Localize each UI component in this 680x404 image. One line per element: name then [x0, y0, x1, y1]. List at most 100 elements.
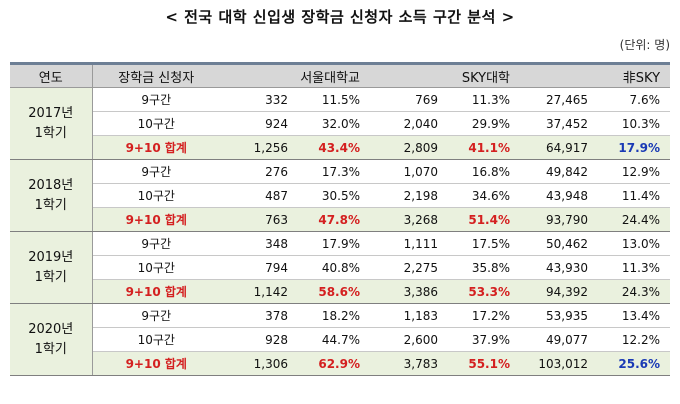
year-cell: 2018년 1학기 — [10, 159, 93, 232]
sky-pct: 29.9% — [444, 111, 520, 136]
snu-count: 348 — [220, 231, 294, 256]
category-cell: 9구간 — [92, 231, 220, 256]
category-cell: 10구간 — [92, 327, 220, 352]
sky-pct: 37.9% — [444, 327, 520, 352]
non-sky-count: 94,392 — [520, 279, 594, 304]
non-sky-count: 27,465 — [520, 87, 594, 112]
header-snu: 서울대학교 — [220, 62, 370, 88]
snu-count: 763 — [220, 207, 294, 232]
non-sky-count: 43,948 — [520, 183, 594, 208]
table-row: 10구간 794 40.8% 2,275 35.8% 43,930 11.3% — [10, 255, 671, 280]
year-cell: 2020년 1학기 — [10, 303, 93, 376]
snu-pct: 43.4% — [294, 135, 370, 160]
non-sky-count: 49,077 — [520, 327, 594, 352]
snu-pct: 18.2% — [294, 303, 370, 328]
table-row: 10구간 928 44.7% 2,600 37.9% 49,077 12.2% — [10, 327, 671, 352]
non-sky-pct: 12.2% — [594, 327, 671, 352]
header-non-sky: 非SKY — [520, 62, 671, 88]
sky-pct: 35.8% — [444, 255, 520, 280]
total-row: 9+10 합계 1,142 58.6% 3,386 53.3% 94,392 2… — [10, 279, 671, 304]
non-sky-count: 43,930 — [520, 255, 594, 280]
snu-count: 378 — [220, 303, 294, 328]
snu-pct: 58.6% — [294, 279, 370, 304]
category-cell: 9구간 — [92, 303, 220, 328]
snu-count: 1,256 — [220, 135, 294, 160]
sky-count: 2,809 — [370, 135, 444, 160]
sky-pct: 11.3% — [444, 87, 520, 112]
snu-count: 928 — [220, 327, 294, 352]
sky-count: 3,386 — [370, 279, 444, 304]
sky-count: 3,268 — [370, 207, 444, 232]
snu-pct: 47.8% — [294, 207, 370, 232]
total-row: 9+10 합계 763 47.8% 3,268 51.4% 93,790 24.… — [10, 207, 671, 232]
category-cell: 10구간 — [92, 255, 220, 280]
non-sky-pct: 13.0% — [594, 231, 671, 256]
scholarship-income-table: 연도 장학금 신청자 서울대학교 SKY대학 非SKY 2017년 1학기 9구간… — [10, 62, 671, 376]
header-row: 연도 장학금 신청자 서울대학교 SKY대학 非SKY — [10, 62, 671, 88]
category-cell: 10구간 — [92, 111, 220, 136]
table-row: 2018년 1학기 9구간 276 17.3% 1,070 16.8% 49,84… — [10, 159, 671, 232]
non-sky-count: 37,452 — [520, 111, 594, 136]
non-sky-pct: 24.3% — [594, 279, 671, 304]
sky-pct: 34.6% — [444, 183, 520, 208]
category-cell: 9구간 — [92, 159, 220, 184]
sky-pct: 53.3% — [444, 279, 520, 304]
snu-pct: 40.8% — [294, 255, 370, 280]
non-sky-count: 103,012 — [520, 351, 594, 376]
non-sky-pct: 17.9% — [594, 135, 671, 160]
snu-pct: 17.9% — [294, 231, 370, 256]
snu-count: 794 — [220, 255, 294, 280]
table-row: 2020년 1학기 9구간 378 18.2% 1,183 17.2% 53,93… — [10, 303, 671, 376]
category-cell: 9+10 합계 — [92, 207, 220, 232]
table-row: 2019년 1학기 9구간 348 17.9% 1,111 17.5% 50,46… — [10, 231, 671, 304]
sky-count: 2,198 — [370, 183, 444, 208]
sky-count: 2,600 — [370, 327, 444, 352]
snu-pct: 11.5% — [294, 87, 370, 112]
sky-count: 769 — [370, 87, 444, 112]
category-cell: 9+10 합계 — [92, 135, 220, 160]
sky-pct: 55.1% — [444, 351, 520, 376]
total-row: 9+10 합계 1,306 62.9% 3,783 55.1% 103,012 … — [10, 351, 671, 376]
non-sky-count: 53,935 — [520, 303, 594, 328]
non-sky-pct: 11.3% — [594, 255, 671, 280]
snu-pct: 32.0% — [294, 111, 370, 136]
header-sky: SKY대학 — [370, 62, 520, 88]
snu-count: 1,142 — [220, 279, 294, 304]
non-sky-pct: 12.9% — [594, 159, 671, 184]
snu-pct: 62.9% — [294, 351, 370, 376]
sky-count: 1,111 — [370, 231, 444, 256]
sky-count: 2,275 — [370, 255, 444, 280]
sky-pct: 41.1% — [444, 135, 520, 160]
snu-pct: 17.3% — [294, 159, 370, 184]
header-applicants: 장학금 신청자 — [92, 62, 220, 88]
non-sky-count: 50,462 — [520, 231, 594, 256]
sky-pct: 16.8% — [444, 159, 520, 184]
year-cell: 2017년 1학기 — [10, 87, 93, 160]
category-cell: 9+10 합계 — [92, 279, 220, 304]
category-cell: 9+10 합계 — [92, 351, 220, 376]
non-sky-count: 49,842 — [520, 159, 594, 184]
snu-count: 1,306 — [220, 351, 294, 376]
snu-count: 276 — [220, 159, 294, 184]
non-sky-count: 64,917 — [520, 135, 594, 160]
sky-pct: 51.4% — [444, 207, 520, 232]
table-row: 10구간 487 30.5% 2,198 34.6% 43,948 11.4% — [10, 183, 671, 208]
sky-count: 1,183 — [370, 303, 444, 328]
total-row: 9+10 합계 1,256 43.4% 2,809 41.1% 64,917 1… — [10, 135, 671, 160]
category-cell: 10구간 — [92, 183, 220, 208]
sky-count: 3,783 — [370, 351, 444, 376]
table-title: < 전국 대학 신입생 장학금 신청자 소득 구간 분석 > — [165, 8, 515, 26]
sky-pct: 17.2% — [444, 303, 520, 328]
sky-pct: 17.5% — [444, 231, 520, 256]
sky-count: 1,070 — [370, 159, 444, 184]
snu-count: 924 — [220, 111, 294, 136]
snu-pct: 30.5% — [294, 183, 370, 208]
category-cell: 9구간 — [92, 87, 220, 112]
non-sky-pct: 25.6% — [594, 351, 671, 376]
snu-count: 332 — [220, 87, 294, 112]
unit-note: (단위: 명) — [619, 38, 670, 52]
table-row: 2017년 1학기 9구간 332 11.5% 769 11.3% 27,465 … — [10, 87, 671, 160]
snu-pct: 44.7% — [294, 327, 370, 352]
non-sky-pct: 10.3% — [594, 111, 671, 136]
non-sky-pct: 7.6% — [594, 87, 671, 112]
